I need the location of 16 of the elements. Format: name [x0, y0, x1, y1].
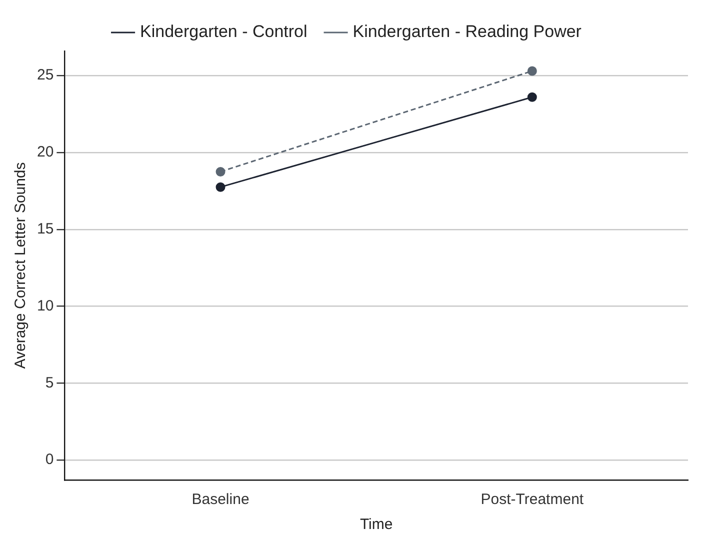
y-tick-label: 15	[36, 220, 54, 238]
x-axis-title: Time	[360, 516, 393, 534]
y-axis-title: Average Correct Letter Sounds	[12, 162, 30, 369]
x-tick-label: Post-Treatment	[480, 491, 584, 508]
point	[527, 66, 537, 76]
y-tick-label: 20	[36, 144, 54, 161]
legend-label: Kindergarten - Reading Power	[352, 22, 582, 42]
point	[527, 92, 537, 102]
x-tick-label: Baseline	[192, 491, 250, 508]
y-tick-label: 25	[36, 66, 54, 84]
point	[216, 166, 226, 176]
y-tick-label: 5	[45, 374, 54, 392]
point	[216, 182, 226, 192]
y-tick-label: 0	[45, 451, 54, 468]
legend-label: Kindergarten - Control	[140, 22, 308, 42]
y-tick-label: 10	[36, 297, 54, 314]
